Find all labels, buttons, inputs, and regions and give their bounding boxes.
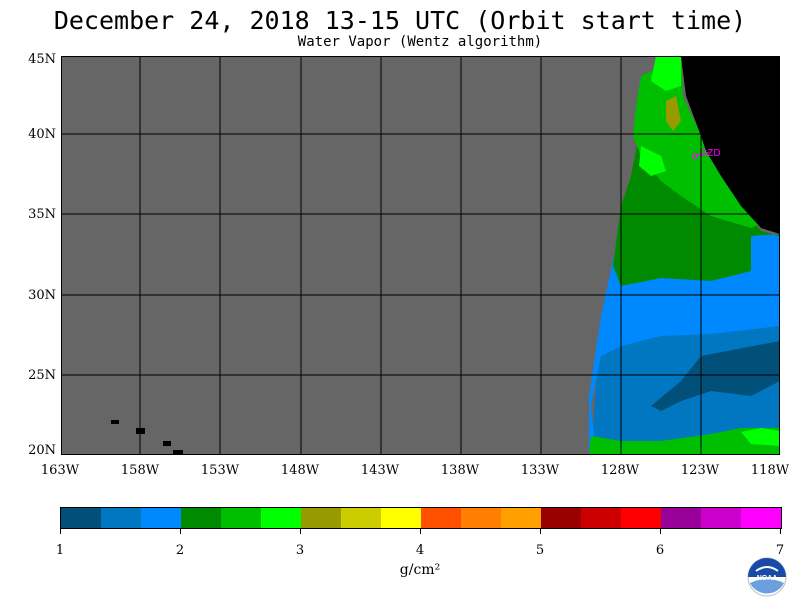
colorbar-swatch xyxy=(421,508,461,528)
colorbar-swatch xyxy=(101,508,141,528)
colorbar-tick-mark xyxy=(660,528,661,534)
lon-label: 123W xyxy=(680,463,720,478)
lat-label: 30N xyxy=(28,288,56,303)
lon-label: 133W xyxy=(520,463,560,478)
station-label: CZD xyxy=(700,148,721,159)
colorbar-tick-label: 5 xyxy=(535,543,545,558)
colorbar-tick-label: 2 xyxy=(175,543,185,558)
colorbar-tick-mark xyxy=(540,528,541,534)
lon-label: 158W xyxy=(120,463,160,478)
lon-label: 138W xyxy=(440,463,480,478)
colorbar-swatch xyxy=(181,508,221,528)
colorbar-swatch xyxy=(261,508,301,528)
colorbar-tick-mark xyxy=(180,528,181,534)
colorbar-swatch xyxy=(341,508,381,528)
colorbar-swatch xyxy=(541,508,581,528)
station-marker xyxy=(692,151,710,159)
colorbar-tick-label: 6 xyxy=(655,543,665,558)
lon-label: 143W xyxy=(360,463,400,478)
colorbar-swatch xyxy=(621,508,661,528)
colorbar-swatch xyxy=(461,508,501,528)
colorbar-tick-mark xyxy=(780,528,781,534)
colorbar-swatch xyxy=(61,508,101,528)
colorbar-tick-mark xyxy=(300,528,301,534)
map-subtitle: Water Vapor (Wentz algorithm) xyxy=(297,34,543,50)
lon-label: 148W xyxy=(280,463,320,478)
lat-label: 35N xyxy=(28,207,56,222)
land-mass xyxy=(681,56,780,234)
colorbar-tick-label: 1 xyxy=(55,543,65,558)
map-title: December 24, 2018 13-15 UTC (Orbit start… xyxy=(53,6,747,35)
lon-label: 128W xyxy=(600,463,640,478)
noaa-esrl-psd-logo: NOAA xyxy=(747,557,787,597)
colorbar-swatch xyxy=(501,508,541,528)
water-vapor-map: CZD xyxy=(61,56,780,455)
colorbar-unit: g/cm² xyxy=(399,562,441,578)
lon-label: 118W xyxy=(750,463,790,478)
colorbar-tick-mark xyxy=(60,528,61,534)
lat-label: 45N xyxy=(28,52,56,67)
colorbar-swatch xyxy=(381,508,421,528)
colorbar-swatch xyxy=(661,508,701,528)
logo-emblem-text: NOAA xyxy=(757,575,778,582)
colorbar-swatch xyxy=(221,508,261,528)
graticule xyxy=(61,56,780,455)
lon-label: 163W xyxy=(40,463,80,478)
data-swath xyxy=(589,56,780,455)
lat-label: 40N xyxy=(28,127,56,142)
lat-label: 25N xyxy=(28,368,56,383)
colorbar-tick-label: 3 xyxy=(295,543,305,558)
colorbar-swatch xyxy=(581,508,621,528)
colorbar xyxy=(60,507,782,529)
colorbar-tick-label: 7 xyxy=(775,543,785,558)
lon-label: 153W xyxy=(200,463,240,478)
colorbar-swatch xyxy=(141,508,181,528)
lat-label: 20N xyxy=(28,443,56,458)
colorbar-swatch xyxy=(701,508,741,528)
colorbar-tick-label: 4 xyxy=(415,543,425,558)
colorbar-tick-mark xyxy=(420,528,421,534)
colorbar-swatch xyxy=(301,508,341,528)
colorbar-swatch xyxy=(741,508,781,528)
